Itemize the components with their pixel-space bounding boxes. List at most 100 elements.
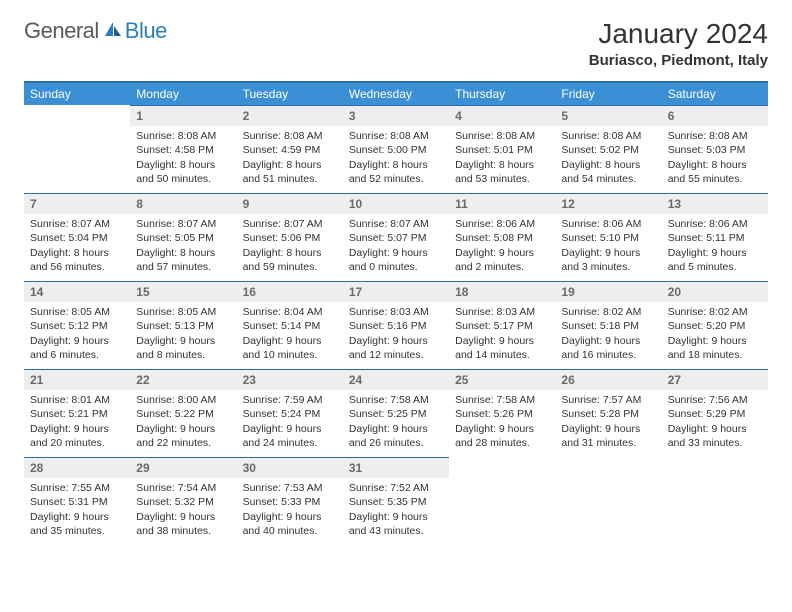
sunrise-line: Sunrise: 7:52 AM <box>349 481 443 495</box>
calendar-cell: 9Sunrise: 8:07 AMSunset: 5:06 PMDaylight… <box>237 193 343 281</box>
daylight-line: Daylight: 9 hours and 33 minutes. <box>668 422 762 450</box>
daylight-line: Daylight: 9 hours and 5 minutes. <box>668 246 762 274</box>
sunrise-line: Sunrise: 8:08 AM <box>349 129 443 143</box>
sunrise-line: Sunrise: 7:58 AM <box>455 393 549 407</box>
daylight-line: Daylight: 9 hours and 24 minutes. <box>243 422 337 450</box>
page-header: General Blue January 2024 Buriasco, Pied… <box>24 18 768 69</box>
calendar-cell: 13Sunrise: 8:06 AMSunset: 5:11 PMDayligh… <box>662 193 768 281</box>
calendar-week-row: 21Sunrise: 8:01 AMSunset: 5:21 PMDayligh… <box>24 369 768 457</box>
sunset-line: Sunset: 5:05 PM <box>136 231 230 245</box>
calendar-cell <box>24 105 130 193</box>
sunrise-line: Sunrise: 7:53 AM <box>243 481 337 495</box>
day-number: 23 <box>237 369 343 390</box>
day-content: Sunrise: 7:58 AMSunset: 5:26 PMDaylight:… <box>449 390 555 456</box>
weekday-header: Thursday <box>449 82 555 105</box>
day-content: Sunrise: 8:08 AMSunset: 5:01 PMDaylight:… <box>449 126 555 192</box>
day-content: Sunrise: 7:56 AMSunset: 5:29 PMDaylight:… <box>662 390 768 456</box>
sunrise-line: Sunrise: 8:00 AM <box>136 393 230 407</box>
day-content: Sunrise: 8:00 AMSunset: 5:22 PMDaylight:… <box>130 390 236 456</box>
day-content: Sunrise: 7:57 AMSunset: 5:28 PMDaylight:… <box>555 390 661 456</box>
day-content: Sunrise: 8:06 AMSunset: 5:08 PMDaylight:… <box>449 214 555 280</box>
daylight-line: Daylight: 9 hours and 22 minutes. <box>136 422 230 450</box>
day-content: Sunrise: 7:58 AMSunset: 5:25 PMDaylight:… <box>343 390 449 456</box>
calendar-week-row: 28Sunrise: 7:55 AMSunset: 5:31 PMDayligh… <box>24 457 768 545</box>
daylight-line: Daylight: 9 hours and 35 minutes. <box>30 510 124 538</box>
sunrise-line: Sunrise: 8:02 AM <box>561 305 655 319</box>
day-number: 11 <box>449 193 555 214</box>
daylight-line: Daylight: 9 hours and 8 minutes. <box>136 334 230 362</box>
sunset-line: Sunset: 5:21 PM <box>30 407 124 421</box>
day-content: Sunrise: 7:53 AMSunset: 5:33 PMDaylight:… <box>237 478 343 544</box>
day-content: Sunrise: 7:59 AMSunset: 5:24 PMDaylight:… <box>237 390 343 456</box>
calendar-cell: 1Sunrise: 8:08 AMSunset: 4:58 PMDaylight… <box>130 105 236 193</box>
day-number: 13 <box>662 193 768 214</box>
sunrise-line: Sunrise: 8:03 AM <box>455 305 549 319</box>
daylight-line: Daylight: 9 hours and 26 minutes. <box>349 422 443 450</box>
day-number: 4 <box>449 105 555 126</box>
daylight-line: Daylight: 9 hours and 0 minutes. <box>349 246 443 274</box>
day-number: 20 <box>662 281 768 302</box>
weekday-header: Saturday <box>662 82 768 105</box>
calendar-body: 1Sunrise: 8:08 AMSunset: 4:58 PMDaylight… <box>24 105 768 545</box>
sunrise-line: Sunrise: 7:58 AM <box>349 393 443 407</box>
sunrise-line: Sunrise: 8:06 AM <box>455 217 549 231</box>
sunrise-line: Sunrise: 7:57 AM <box>561 393 655 407</box>
day-content: Sunrise: 8:06 AMSunset: 5:11 PMDaylight:… <box>662 214 768 280</box>
calendar-cell: 18Sunrise: 8:03 AMSunset: 5:17 PMDayligh… <box>449 281 555 369</box>
day-number: 8 <box>130 193 236 214</box>
calendar-table: SundayMondayTuesdayWednesdayThursdayFrid… <box>24 81 768 545</box>
day-content: Sunrise: 8:03 AMSunset: 5:17 PMDaylight:… <box>449 302 555 368</box>
brand-part2: Blue <box>125 18 167 44</box>
sunset-line: Sunset: 5:26 PM <box>455 407 549 421</box>
sunrise-line: Sunrise: 8:05 AM <box>30 305 124 319</box>
sunset-line: Sunset: 4:58 PM <box>136 143 230 157</box>
day-number: 6 <box>662 105 768 126</box>
day-number: 12 <box>555 193 661 214</box>
sunrise-line: Sunrise: 8:06 AM <box>668 217 762 231</box>
daylight-line: Daylight: 9 hours and 18 minutes. <box>668 334 762 362</box>
sunrise-line: Sunrise: 7:59 AM <box>243 393 337 407</box>
calendar-cell: 19Sunrise: 8:02 AMSunset: 5:18 PMDayligh… <box>555 281 661 369</box>
sunrise-line: Sunrise: 8:08 AM <box>243 129 337 143</box>
sunset-line: Sunset: 5:10 PM <box>561 231 655 245</box>
sunset-line: Sunset: 5:29 PM <box>668 407 762 421</box>
daylight-line: Daylight: 9 hours and 14 minutes. <box>455 334 549 362</box>
sunset-line: Sunset: 5:02 PM <box>561 143 655 157</box>
calendar-cell <box>662 457 768 545</box>
sunset-line: Sunset: 5:11 PM <box>668 231 762 245</box>
calendar-cell: 23Sunrise: 7:59 AMSunset: 5:24 PMDayligh… <box>237 369 343 457</box>
calendar-cell: 2Sunrise: 8:08 AMSunset: 4:59 PMDaylight… <box>237 105 343 193</box>
calendar-cell: 24Sunrise: 7:58 AMSunset: 5:25 PMDayligh… <box>343 369 449 457</box>
daylight-line: Daylight: 8 hours and 59 minutes. <box>243 246 337 274</box>
daylight-line: Daylight: 9 hours and 28 minutes. <box>455 422 549 450</box>
brand-part1: General <box>24 18 99 44</box>
sunrise-line: Sunrise: 8:02 AM <box>668 305 762 319</box>
day-number: 28 <box>24 457 130 478</box>
calendar-cell: 5Sunrise: 8:08 AMSunset: 5:02 PMDaylight… <box>555 105 661 193</box>
sunset-line: Sunset: 5:16 PM <box>349 319 443 333</box>
day-number: 19 <box>555 281 661 302</box>
sunset-line: Sunset: 5:24 PM <box>243 407 337 421</box>
day-number: 9 <box>237 193 343 214</box>
day-content: Sunrise: 8:08 AMSunset: 4:59 PMDaylight:… <box>237 126 343 192</box>
sunset-line: Sunset: 5:25 PM <box>349 407 443 421</box>
calendar-cell: 12Sunrise: 8:06 AMSunset: 5:10 PMDayligh… <box>555 193 661 281</box>
sunrise-line: Sunrise: 8:08 AM <box>561 129 655 143</box>
daylight-line: Daylight: 9 hours and 10 minutes. <box>243 334 337 362</box>
sunset-line: Sunset: 5:35 PM <box>349 495 443 509</box>
calendar-cell: 27Sunrise: 7:56 AMSunset: 5:29 PMDayligh… <box>662 369 768 457</box>
sunset-line: Sunset: 5:06 PM <box>243 231 337 245</box>
day-content: Sunrise: 8:01 AMSunset: 5:21 PMDaylight:… <box>24 390 130 456</box>
day-content: Sunrise: 8:07 AMSunset: 5:04 PMDaylight:… <box>24 214 130 280</box>
sunrise-line: Sunrise: 7:56 AM <box>668 393 762 407</box>
calendar-cell: 28Sunrise: 7:55 AMSunset: 5:31 PMDayligh… <box>24 457 130 545</box>
day-content: Sunrise: 8:02 AMSunset: 5:20 PMDaylight:… <box>662 302 768 368</box>
day-content: Sunrise: 8:08 AMSunset: 5:03 PMDaylight:… <box>662 126 768 192</box>
daylight-line: Daylight: 9 hours and 20 minutes. <box>30 422 124 450</box>
month-title: January 2024 <box>589 18 768 50</box>
daylight-line: Daylight: 8 hours and 57 minutes. <box>136 246 230 274</box>
sunset-line: Sunset: 5:03 PM <box>668 143 762 157</box>
day-number: 18 <box>449 281 555 302</box>
calendar-cell: 4Sunrise: 8:08 AMSunset: 5:01 PMDaylight… <box>449 105 555 193</box>
weekday-header: Friday <box>555 82 661 105</box>
